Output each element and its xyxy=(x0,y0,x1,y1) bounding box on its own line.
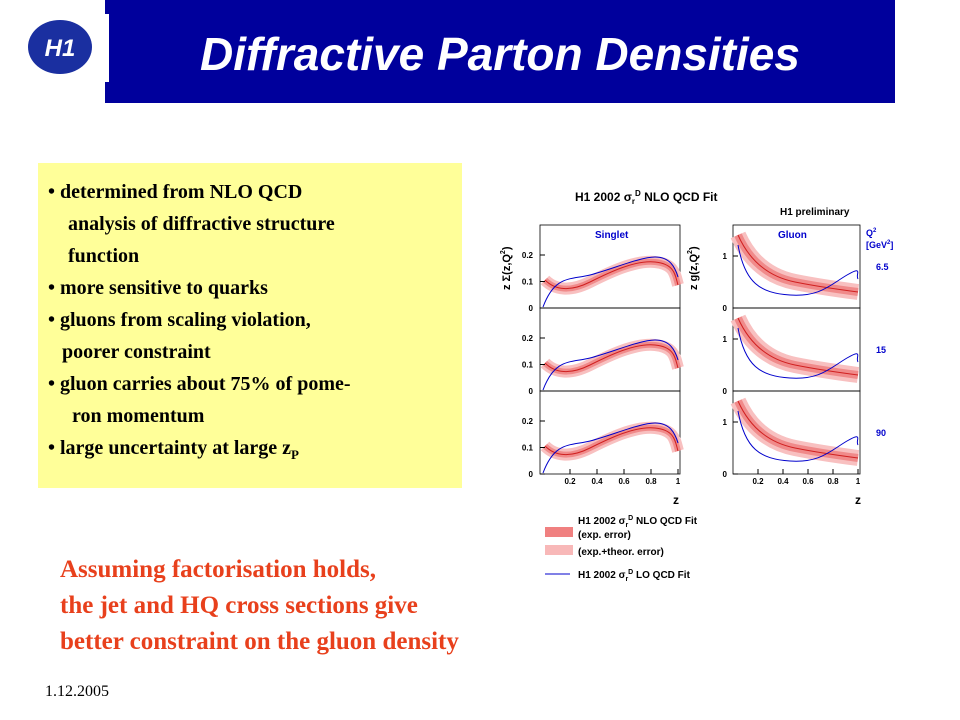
q2-value: 90 xyxy=(876,428,886,438)
curves xyxy=(738,318,858,378)
y-axis-label: z g(z,Q2) xyxy=(687,246,700,290)
panel-label: Singlet xyxy=(595,230,629,241)
panel-frame xyxy=(732,390,861,475)
panel-label: Gluon xyxy=(778,230,807,241)
x-tick-label: 0.2 xyxy=(752,477,764,486)
q2-value: 6.5 xyxy=(876,262,889,272)
q2-header: Q2 xyxy=(866,228,877,238)
y-tick-label: 0.2 xyxy=(522,334,534,343)
figure: H1 2002 σrD NLO QCD Fit H1 preliminary z… xyxy=(500,189,893,583)
x-tick-label: 0.4 xyxy=(777,477,789,486)
conclusion-line: the jet and HQ cross sections give xyxy=(60,592,418,619)
header-bar xyxy=(105,0,895,103)
x-axis-label: z xyxy=(673,493,679,507)
y-tick-label: 0 xyxy=(723,387,728,396)
bullet-line: • gluon carries about 75% of pome- xyxy=(48,373,351,395)
y-tick-label: 1 xyxy=(723,335,728,344)
curves xyxy=(543,340,678,390)
x-tick-label: 1 xyxy=(856,477,861,486)
bullet-line: • more sensitive to quarks xyxy=(48,277,268,299)
x-tick-label: 1 xyxy=(676,477,681,486)
bullet-line: function xyxy=(68,245,139,267)
legend-entry: H1 2002 σrD LO QCD Fit xyxy=(578,569,691,583)
x-tick-label: 0.6 xyxy=(802,477,814,486)
legend-entry: (exp.+theor. error) xyxy=(578,547,664,558)
bullet-line: ron momentum xyxy=(72,405,205,427)
x-tick-label: 0.4 xyxy=(591,477,603,486)
y-tick-label: 0 xyxy=(723,304,728,313)
logo xyxy=(28,20,92,74)
bullet-line: • determined from NLO QCD xyxy=(48,181,302,203)
x-tick-label: 0.2 xyxy=(564,477,576,486)
legend-entry: (exp. error) xyxy=(578,530,631,541)
text-box xyxy=(38,163,462,488)
y-tick-label: 0 xyxy=(723,470,728,479)
y-tick-label: 1 xyxy=(723,418,728,427)
curves xyxy=(738,401,858,461)
slide-title: Diffractive Parton Densities xyxy=(200,28,800,80)
legend-swatch xyxy=(545,527,573,537)
y-tick-label: 0.1 xyxy=(522,278,534,287)
subscript: P xyxy=(291,447,299,462)
y-tick-label: 0.2 xyxy=(522,417,534,426)
y-tick-label: 0.1 xyxy=(522,361,534,370)
x-tick-label: 0.8 xyxy=(827,477,839,486)
figure-title: H1 2002 σrD NLO QCD Fit xyxy=(575,189,718,206)
logo-text: H1 xyxy=(45,35,76,62)
conclusion-line: Assuming factorisation holds, xyxy=(60,556,376,583)
y-tick-label: 0.1 xyxy=(522,444,534,453)
panel-frame xyxy=(539,390,681,475)
y-axis-label: z Σ(z,Q2) xyxy=(500,246,513,290)
q2-unit: [GeV2] xyxy=(866,240,893,250)
bullet-line: analysis of diffractive structure xyxy=(68,213,335,235)
curves xyxy=(543,423,678,473)
y-tick-label: 0.2 xyxy=(522,251,534,260)
y-tick-label: 0 xyxy=(529,387,534,396)
conclusion-line: better constraint on the gluon density xyxy=(60,628,459,655)
y-tick-label: 0 xyxy=(529,304,534,313)
bullet-line: • large uncertainty at large zP xyxy=(48,437,299,462)
legend-entry: H1 2002 σrD NLO QCD Fit xyxy=(578,515,698,529)
bullet-line: • gluons from scaling violation, xyxy=(48,309,311,331)
x-axis-label: z xyxy=(855,493,861,507)
x-tick-label: 0.8 xyxy=(645,477,657,486)
q2-value: 15 xyxy=(876,345,886,355)
preliminary: H1 preliminary xyxy=(780,207,850,218)
y-tick-label: 1 xyxy=(723,252,728,261)
bullet-line: poorer constraint xyxy=(62,341,211,363)
x-tick-label: 0.6 xyxy=(618,477,630,486)
date: 1.12.2005 xyxy=(45,683,109,700)
y-tick-label: 0 xyxy=(529,470,534,479)
curves xyxy=(738,235,858,295)
legend-swatch xyxy=(545,545,573,555)
curves xyxy=(543,257,678,307)
